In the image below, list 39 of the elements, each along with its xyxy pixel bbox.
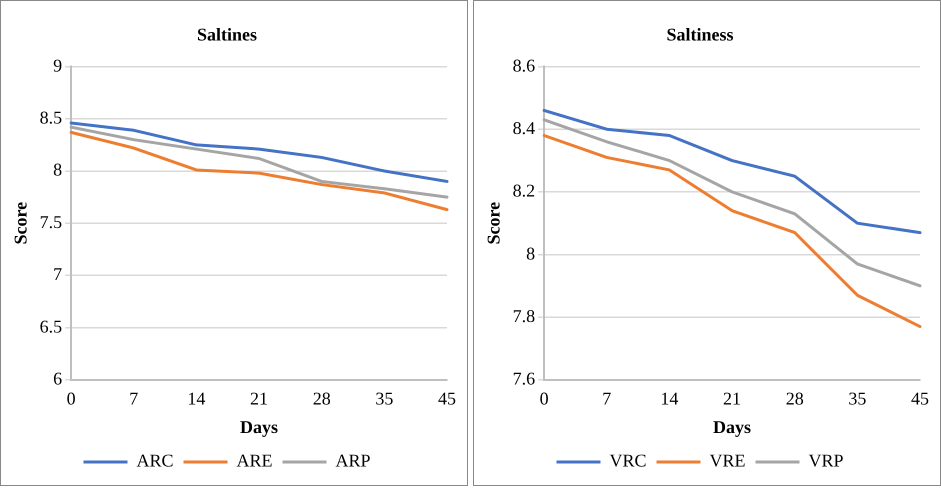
y-tick-label: 8.5 (40, 108, 62, 128)
x-tick-label: 21 (723, 388, 742, 408)
y-axis-title: Score (10, 202, 30, 245)
legend-label: VRC (609, 450, 646, 471)
chart-title: Saltines (196, 24, 258, 44)
x-axis-title: Days (240, 416, 278, 437)
legend-label: ARE (236, 450, 272, 471)
x-tick-label: 35 (375, 388, 394, 408)
y-tick-label: 7.6 (512, 368, 536, 389)
x-tick-label: 45 (438, 388, 456, 408)
legend-label: ARC (136, 450, 174, 471)
x-tick-label: 21 (250, 388, 268, 408)
x-tick-label: 0 (66, 388, 76, 408)
x-tick-label: 28 (312, 388, 331, 408)
x-tick-label: 14 (660, 388, 678, 408)
y-tick-label: 6 (53, 368, 62, 389)
y-tick-label: 6.5 (40, 316, 62, 336)
y-tick-label: 7.5 (40, 212, 62, 232)
chart-title: Saltiness (666, 24, 734, 44)
x-tick-label: 7 (129, 388, 138, 408)
y-tick-label: 8 (53, 160, 62, 180)
x-tick-label: 14 (187, 388, 206, 408)
y-tick-label: 8.6 (512, 55, 536, 76)
y-tick-label: 8 (526, 243, 536, 264)
x-axis-title: Days (713, 416, 752, 437)
x-tick-label: 7 (602, 388, 612, 408)
legend-label: VRE (710, 450, 746, 471)
y-tick-label: 7 (53, 264, 62, 284)
x-tick-label: 35 (848, 388, 866, 408)
y-tick-label: 7.8 (512, 306, 536, 326)
y-axis-title: Score (483, 202, 504, 245)
y-tick-label: 8.2 (512, 180, 536, 201)
legend-label: ARP (336, 450, 371, 471)
legend-label: VRP (808, 450, 844, 471)
x-tick-label: 0 (540, 388, 549, 408)
x-tick-label: 28 (786, 388, 804, 408)
y-tick-label: 8.4 (512, 118, 536, 138)
x-tick-label: 45 (911, 388, 929, 408)
y-tick-label: 9 (53, 55, 62, 76)
